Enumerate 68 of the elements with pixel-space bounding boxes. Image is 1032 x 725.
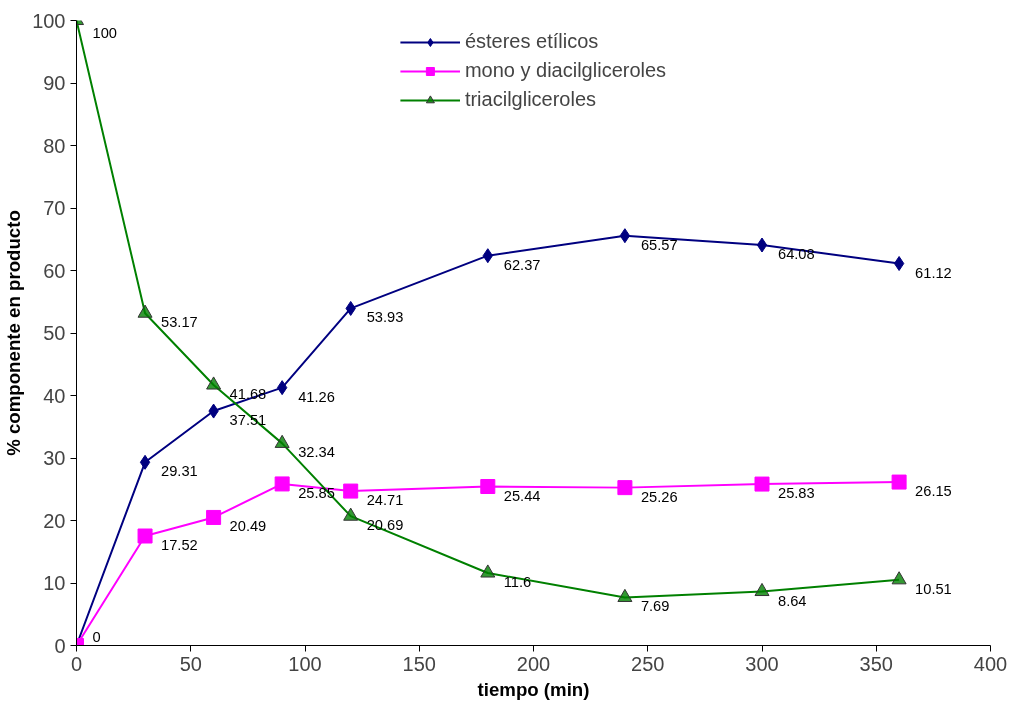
y-tick-label: 60 [43, 259, 66, 282]
y-tick-label: 50 [43, 322, 66, 344]
y-tick-label: 90 [43, 72, 66, 94]
data-label: 41.68 [229, 386, 267, 402]
point [206, 376, 222, 390]
data-label: 26.15 [915, 483, 952, 500]
y-tick-label: 80 [43, 134, 66, 157]
point [891, 571, 907, 585]
point [206, 509, 222, 525]
data-label: 61.12 [915, 264, 952, 281]
data-label: 20.49 [229, 518, 267, 535]
x-tick-label: 100 [288, 652, 322, 675]
point [893, 256, 905, 271]
point [891, 474, 907, 490]
point [274, 476, 290, 492]
y-axis-title: % componente en producto [3, 210, 25, 456]
data-label: 0 [92, 628, 101, 645]
x-tick-label: 50 [179, 652, 202, 675]
y-tick-label: 30 [43, 447, 66, 469]
x-tick-label: 250 [631, 652, 665, 675]
y-tick-label: 10 [43, 572, 66, 594]
y-tick-label: 70 [43, 197, 66, 219]
data-label: 53.17 [161, 314, 198, 331]
point [343, 507, 359, 521]
x-axis-title: tiempo (min) [477, 678, 590, 700]
point [343, 483, 359, 499]
data-label: 8.64 [778, 592, 807, 609]
point [139, 454, 151, 470]
legend-label: triacilgliceroles [464, 88, 597, 111]
data-label: 62.37 [503, 256, 541, 273]
y-tick-label: 0 [54, 634, 66, 657]
data-label: 10.51 [915, 580, 952, 597]
point [137, 528, 153, 544]
legend-label: ésteres etílicos [464, 30, 599, 53]
y-tick-label: 20 [43, 509, 66, 532]
x-tick-label: 150 [402, 652, 436, 675]
point [274, 434, 290, 448]
point [480, 479, 496, 494]
point [617, 588, 633, 602]
y-tick-label: 40 [43, 384, 66, 407]
y-tick-label: 100 [32, 9, 66, 32]
point [754, 582, 770, 597]
data-label: 17.52 [161, 537, 198, 553]
data-label: 64.08 [778, 246, 815, 262]
data-label: 29.31 [161, 463, 198, 480]
data-label: 25.44 [503, 487, 541, 504]
point [480, 564, 496, 578]
x-tick-label: 0 [70, 652, 83, 675]
legend-label: mono y diacilgliceroles [464, 59, 667, 82]
point [756, 237, 768, 253]
data-label: 53.93 [366, 309, 404, 326]
x-tick-label: 200 [516, 652, 551, 675]
data-label: 32.34 [298, 444, 335, 461]
x-tick-label: 300 [745, 652, 779, 675]
data-label: 100 [92, 24, 117, 41]
x-tick-label: 400 [973, 652, 1008, 675]
data-label: 25.26 [640, 488, 678, 505]
x-tick-label: 350 [859, 652, 893, 675]
data-label: 11.6 [503, 574, 532, 590]
point [754, 476, 770, 492]
data-label: 25.83 [778, 485, 815, 502]
data-label: 65.57 [640, 236, 678, 253]
data-label: 7.69 [640, 598, 670, 615]
point [619, 228, 631, 244]
data-label: 24.71 [366, 492, 404, 509]
data-label: 41.26 [298, 388, 335, 405]
point [617, 480, 633, 496]
point [276, 380, 288, 396]
